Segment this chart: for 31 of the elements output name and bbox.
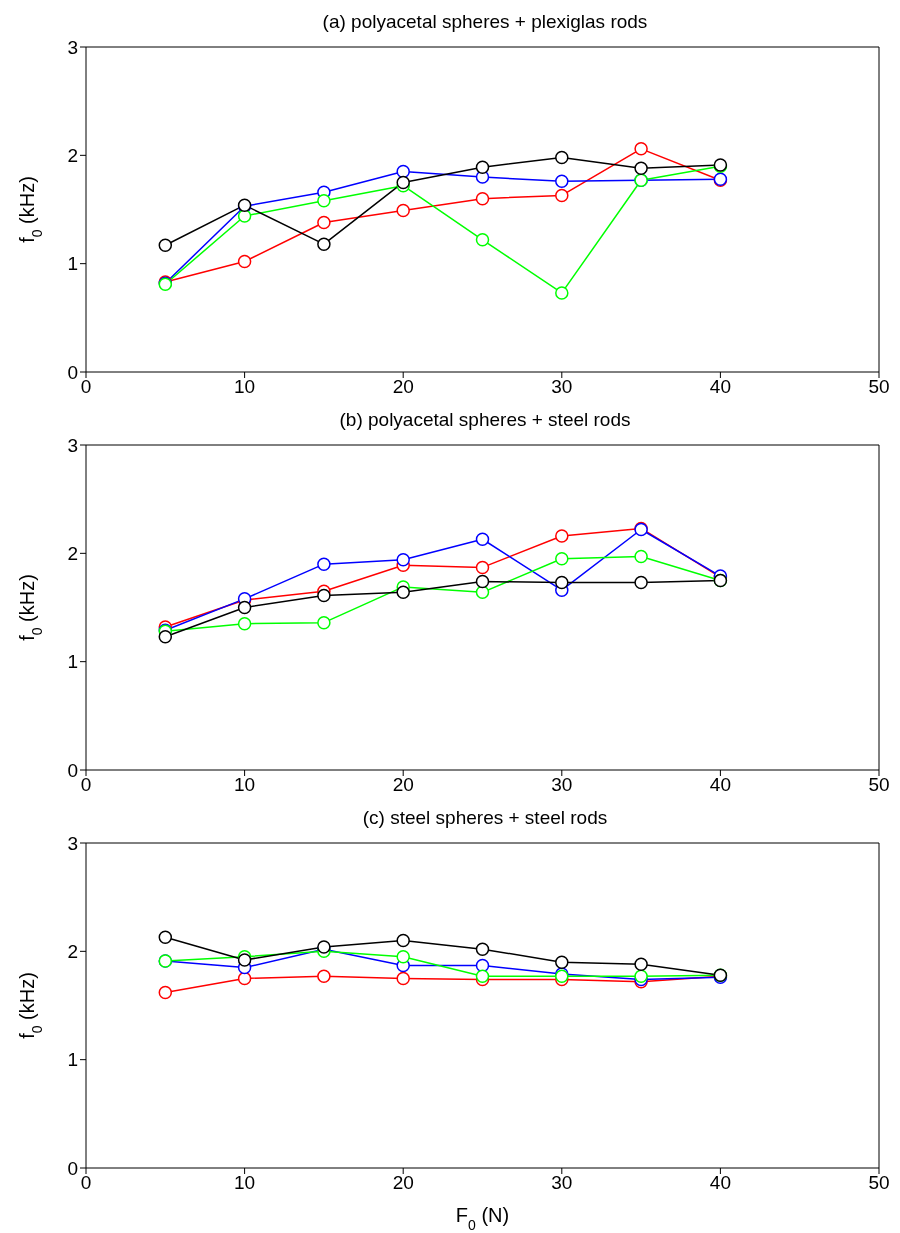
x-tick-label: 50 xyxy=(868,774,890,796)
x-tick-label: 40 xyxy=(709,774,731,796)
x-tick-label: 20 xyxy=(392,774,414,796)
x-tick-label: 30 xyxy=(551,376,573,398)
x-axis-title: F$_{0}$ (N) xyxy=(455,1204,510,1233)
x-tick-label: 40 xyxy=(709,1172,731,1194)
x-tick-label: 10 xyxy=(234,1172,256,1194)
x-tick-label: 50 xyxy=(868,376,890,398)
chart-title: (a) polyacetal spheres + plexiglas rods xyxy=(321,10,649,34)
y-tick-label: 1 xyxy=(67,253,78,275)
x-tick-label: 50 xyxy=(868,1172,890,1194)
y-tick-label: 3 xyxy=(67,36,78,58)
y-tick-label: 3 xyxy=(67,832,78,854)
y-tick-label: 0 xyxy=(67,1157,78,1179)
x-tick-label: 30 xyxy=(551,1172,573,1194)
x-tick-label: 40 xyxy=(709,376,731,398)
y-tick-label: 1 xyxy=(67,651,78,673)
x-tick-label: 10 xyxy=(234,376,256,398)
x-tick-label: 30 xyxy=(551,774,573,796)
y-tick-label: 1 xyxy=(67,1049,78,1071)
chart-title: (c) steel spheres + steel rods xyxy=(361,806,609,830)
y-tick-label: 3 xyxy=(67,434,78,456)
y-tick-label: 0 xyxy=(67,759,78,781)
chart-title: (b) polyacetal spheres + steel rods xyxy=(338,408,632,432)
y-tick-label: 2 xyxy=(67,145,78,167)
y-tick-label: 2 xyxy=(67,941,78,963)
y-tick-label: 0 xyxy=(67,361,78,383)
x-tick-label: 20 xyxy=(392,376,414,398)
x-tick-label: 10 xyxy=(234,774,256,796)
y-tick-label: 2 xyxy=(67,543,78,565)
x-tick-label: 20 xyxy=(392,1172,414,1194)
